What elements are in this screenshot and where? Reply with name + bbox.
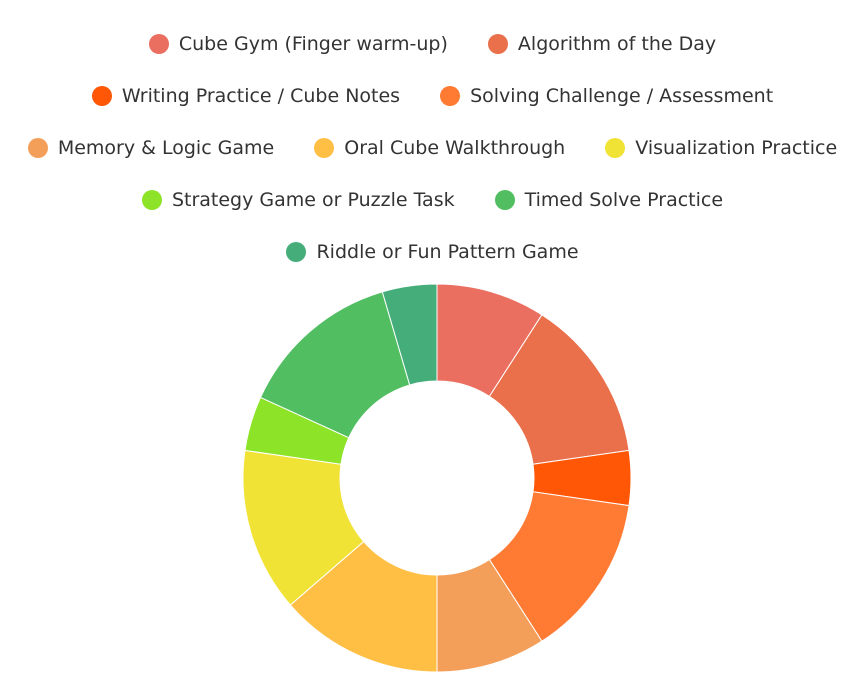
legend-label: Strategy Game or Puzzle Task bbox=[171, 189, 455, 211]
legend-label: Visualization Practice bbox=[635, 137, 838, 159]
legend-label: Memory & Logic Game bbox=[57, 137, 275, 159]
legend-swatch bbox=[314, 138, 335, 158]
legend-row: Writing Practice / Cube Notes Solving Ch… bbox=[0, 70, 865, 122]
legend-item-memory-logic-game[interactable]: Memory & Logic Game bbox=[27, 137, 275, 159]
legend-swatch bbox=[141, 190, 162, 210]
legend-item-riddle-game[interactable]: Riddle or Fun Pattern Game bbox=[286, 241, 579, 263]
legend-label: Riddle or Fun Pattern Game bbox=[316, 241, 579, 263]
legend-item-oral-cube-walkthrough[interactable]: Oral Cube Walkthrough bbox=[314, 137, 565, 159]
legend-swatch bbox=[286, 242, 307, 262]
legend-swatch bbox=[27, 138, 48, 158]
legend-swatch bbox=[605, 138, 626, 158]
legend-label: Solving Challenge / Assessment bbox=[470, 85, 774, 107]
legend-swatch bbox=[440, 86, 461, 106]
legend-label: Cube Gym (Finger warm-up) bbox=[178, 33, 448, 55]
legend-row: Strategy Game or Puzzle Task Timed Solve… bbox=[0, 174, 865, 226]
legend-swatch bbox=[91, 86, 112, 106]
legend-row: Riddle or Fun Pattern Game bbox=[0, 226, 865, 278]
legend-item-visualization-practice[interactable]: Visualization Practice bbox=[605, 137, 837, 159]
legend-item-solving-challenge[interactable]: Solving Challenge / Assessment bbox=[440, 85, 773, 107]
legend-row: Memory & Logic Game Oral Cube Walkthroug… bbox=[0, 122, 865, 174]
legend-swatch bbox=[487, 34, 508, 54]
legend-row: Cube Gym (Finger warm-up) Algorithm of t… bbox=[0, 18, 865, 70]
legend-swatch bbox=[494, 190, 515, 210]
legend-item-timed-solve-practice[interactable]: Timed Solve Practice bbox=[494, 189, 724, 211]
legend-label: Writing Practice / Cube Notes bbox=[121, 85, 401, 107]
legend-item-strategy-game[interactable]: Strategy Game or Puzzle Task bbox=[141, 189, 455, 211]
legend-item-algorithm-of-the-day[interactable]: Algorithm of the Day bbox=[487, 33, 717, 55]
donut-slice-10[interactable] bbox=[381, 283, 438, 386]
legend-item-writing-practice[interactable]: Writing Practice / Cube Notes bbox=[91, 85, 401, 107]
legend-label: Oral Cube Walkthrough bbox=[344, 137, 566, 159]
legend-label: Algorithm of the Day bbox=[517, 33, 717, 55]
legend-label: Timed Solve Practice bbox=[524, 189, 724, 211]
legend-item-cube-gym[interactable]: Cube Gym (Finger warm-up) bbox=[148, 33, 448, 55]
chart-legend: Cube Gym (Finger warm-up) Algorithm of t… bbox=[0, 18, 865, 278]
legend-swatch bbox=[148, 34, 169, 54]
